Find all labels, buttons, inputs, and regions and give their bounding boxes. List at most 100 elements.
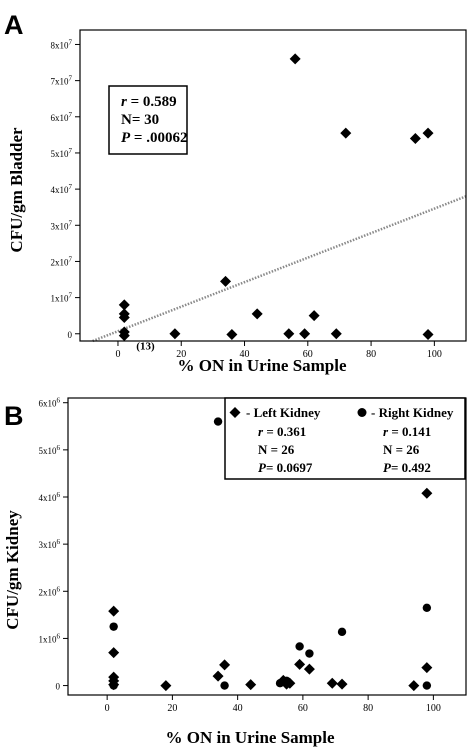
data-point-diamond	[421, 662, 433, 674]
x-tick-label: 20	[167, 703, 177, 714]
data-point-diamond	[326, 677, 338, 689]
legend-p-right: P= 0.492	[383, 460, 431, 475]
legend-n-right: N = 26	[383, 442, 420, 457]
legend-n-left: N = 26	[258, 442, 295, 457]
legend-label-left: - Left Kidney	[246, 405, 321, 420]
y-tick-label: 3x107	[51, 219, 73, 231]
y-tick-label: 4x106	[39, 491, 61, 503]
y-tick-label: 1x107	[51, 292, 73, 304]
x-tick-label: 100	[427, 349, 442, 360]
y-tick-label: 6x107	[51, 111, 73, 123]
y-axis: 0 1x106 2x106 3x106 4x106 5x106 6x106	[39, 397, 68, 692]
y-tick-label: 8x107	[51, 38, 73, 50]
legend-right-kidney: - Right Kidney r = 0.141 N = 26 P= 0.492	[357, 405, 454, 475]
data-point-diamond	[299, 328, 311, 340]
data-point-diamond	[422, 127, 434, 139]
data-point-diamond	[118, 311, 130, 323]
x-tick-label: 40	[233, 703, 243, 714]
stat-n: N= 30	[121, 112, 159, 128]
data-point-diamond	[303, 663, 315, 675]
data-point-circle	[295, 642, 304, 651]
data-point-diamond	[283, 328, 295, 340]
x-tick-label: 60	[298, 703, 308, 714]
y-tick-label: 3x106	[39, 538, 61, 550]
data-point-diamond	[294, 658, 306, 670]
x-tick-label: 80	[366, 349, 376, 360]
x-axis: 0 20 40 60 80 100	[105, 695, 441, 714]
panel-b: B 0 20 40 60 80 100 0 1x106 2x106 3x106 4x106 5x10…	[3, 397, 467, 747]
panel-a: A 0 20 40 60 80 100 0 1x107 2x107 3x107 4x107 5x10…	[4, 10, 467, 375]
x-tick-label: 20	[176, 349, 186, 360]
data-point-diamond	[108, 605, 120, 617]
legend-r-right: r = 0.141	[383, 424, 431, 439]
y-tick-label: 2x106	[39, 585, 61, 597]
y-axis: 0 1x107 2x107 3x107 4x107 5x107 6x107 7x107 8x10…	[51, 38, 80, 340]
legend-p-left: P= 0.0697	[258, 460, 313, 475]
x-tick-label: 0	[115, 349, 120, 360]
data-point-diamond	[226, 328, 238, 340]
x-tick-label: 60	[303, 349, 313, 360]
x-axis: 0 20 40 60 80 100	[115, 341, 442, 360]
stat-p: P = .00062	[121, 130, 187, 146]
data-point-diamond	[220, 275, 232, 287]
panel-a-letter: A	[4, 10, 24, 40]
data-point-diamond	[160, 680, 172, 692]
x-axis-title: % ON in Urine Sample	[165, 728, 335, 747]
y-axis-title: CFU/gm Bladder	[7, 127, 26, 253]
y-tick-label: 4x107	[51, 183, 73, 195]
data-point-circle	[109, 622, 118, 631]
data-point-diamond	[108, 647, 120, 659]
data-point-diamond	[422, 328, 434, 340]
data-point-circle	[422, 681, 432, 690]
y-tick-label: 0	[56, 682, 61, 692]
data-point-diamond	[219, 659, 231, 671]
stats-box: r = 0.589 N= 30 P = .00062	[108, 85, 188, 155]
stat-r: r = 0.589	[121, 94, 177, 110]
y-tick-label: 1x106	[39, 632, 61, 644]
data-points	[108, 417, 433, 692]
y-tick-label: 5x107	[51, 147, 73, 159]
legend-left-kidney: - Left Kidney r = 0.361 N = 26 P= 0.0697	[229, 405, 321, 475]
regression-line	[92, 195, 467, 343]
legend-label-right: - Right Kidney	[371, 405, 454, 420]
data-point-circle	[305, 649, 314, 658]
data-point-diamond	[169, 328, 181, 340]
x-axis-title: % ON in Urine Sample	[177, 356, 347, 375]
data-point-diamond	[336, 678, 348, 690]
data-point-diamond	[308, 310, 320, 322]
data-point-diamond	[330, 328, 342, 340]
data-point-diamond	[251, 308, 263, 320]
data-point-circle	[275, 679, 285, 688]
data-point-diamond	[421, 487, 433, 499]
data-point-diamond	[118, 330, 130, 342]
y-tick-label: 7x107	[51, 75, 73, 87]
x-tick-label: 80	[363, 703, 373, 714]
circle-marker-icon	[357, 408, 367, 417]
data-point-circle	[220, 681, 229, 690]
data-point-diamond	[289, 53, 301, 65]
legend: - Left Kidney r = 0.361 N = 26 P= 0.0697…	[224, 397, 466, 480]
data-point-circle	[213, 417, 223, 426]
x-tick-label: 100	[426, 703, 441, 714]
data-point-diamond	[409, 132, 421, 144]
y-tick-label: 0	[68, 330, 73, 340]
data-point-circle	[109, 681, 118, 690]
x-tick-label: 0	[105, 703, 110, 714]
y-tick-label: 5x106	[39, 444, 61, 456]
data-points	[118, 53, 434, 342]
legend-r-left: r = 0.361	[258, 424, 306, 439]
diamond-marker-icon	[229, 407, 241, 418]
data-point-diamond	[340, 127, 352, 139]
y-axis-title: CFU/gm Kidney	[3, 510, 22, 630]
data-point-diamond	[118, 299, 130, 311]
data-point-circle	[422, 603, 432, 612]
data-point-diamond	[245, 679, 257, 691]
data-point-circle	[337, 627, 347, 637]
x-tick-label: 40	[240, 349, 250, 360]
data-point-diamond	[408, 680, 420, 692]
annotation-label: (13)	[136, 341, 155, 353]
plot-frame	[79, 29, 467, 342]
panel-b-letter: B	[4, 401, 24, 431]
y-tick-label: 2x107	[51, 255, 73, 267]
